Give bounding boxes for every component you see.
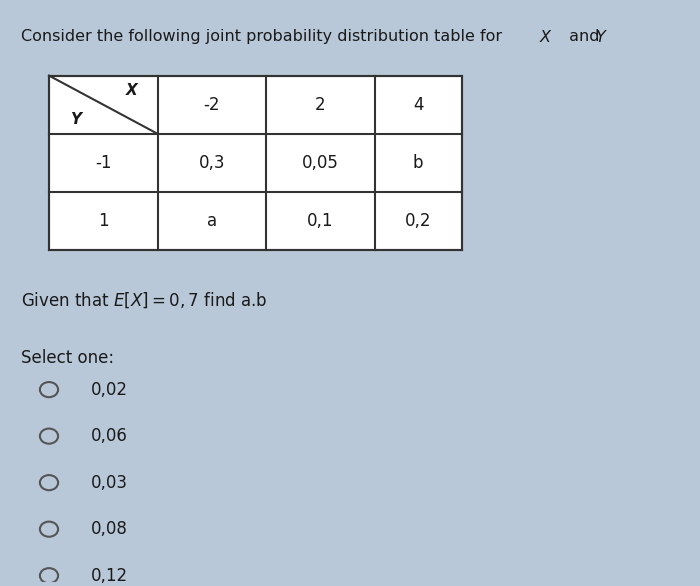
Text: Given that $E[X] = 0, 7$ find a.b: Given that $E[X] = 0, 7$ find a.b	[21, 291, 267, 311]
Text: 1: 1	[98, 212, 108, 230]
Text: 0,12: 0,12	[91, 567, 128, 585]
Text: $\mathit{X}$: $\mathit{X}$	[539, 29, 553, 45]
Text: 0,06: 0,06	[91, 427, 128, 445]
Text: 0,2: 0,2	[405, 212, 431, 230]
Text: Select one:: Select one:	[21, 349, 114, 367]
Polygon shape	[49, 76, 462, 250]
Text: 4: 4	[413, 96, 424, 114]
Text: Y: Y	[70, 112, 80, 127]
Text: and: and	[564, 29, 604, 44]
Text: a: a	[206, 212, 217, 230]
Text: b: b	[413, 154, 424, 172]
Text: -1: -1	[95, 154, 111, 172]
Text: 2: 2	[315, 96, 326, 114]
Text: 0,08: 0,08	[91, 520, 128, 538]
Text: 0,05: 0,05	[302, 154, 339, 172]
Text: Consider the following joint probability distribution table for: Consider the following joint probability…	[21, 29, 507, 44]
Text: 0,3: 0,3	[199, 154, 225, 172]
Text: X: X	[125, 83, 137, 98]
Text: -2: -2	[204, 96, 220, 114]
Text: 0,02: 0,02	[91, 381, 128, 398]
Text: $\mathit{Y}$: $\mathit{Y}$	[595, 29, 608, 45]
Text: 0,03: 0,03	[91, 473, 128, 492]
Text: 0,1: 0,1	[307, 212, 333, 230]
